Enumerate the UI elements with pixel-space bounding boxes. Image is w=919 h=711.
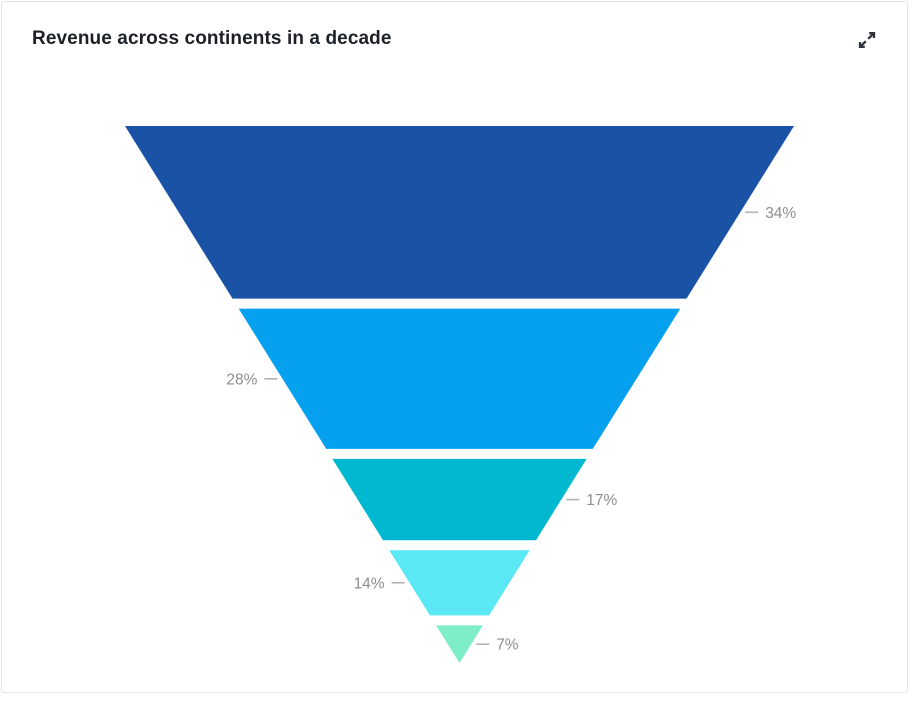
funnel-label: 17% bbox=[586, 492, 617, 509]
expand-button[interactable] bbox=[851, 24, 883, 56]
funnel-label: 7% bbox=[496, 637, 519, 654]
funnel-label: 28% bbox=[226, 371, 257, 388]
funnel-labels: 34% 28% 17% 14% 7% bbox=[226, 205, 796, 654]
chart-title: Revenue across continents in a decade bbox=[32, 28, 392, 49]
expand-icon bbox=[858, 32, 876, 48]
funnel-segments bbox=[125, 126, 794, 663]
chart-card: Revenue across continents in a decade 34… bbox=[1, 1, 908, 693]
funnel-chart: 34% 28% 17% 14% 7% bbox=[125, 126, 796, 663]
funnel-segment-1[interactable] bbox=[125, 126, 794, 299]
funnel-segment-5[interactable] bbox=[436, 625, 483, 663]
funnel-segment-4[interactable] bbox=[389, 550, 530, 616]
funnel-label: 34% bbox=[765, 205, 796, 222]
funnel-label: 14% bbox=[354, 575, 385, 592]
funnel-segment-3[interactable] bbox=[332, 458, 587, 541]
funnel-segment-2[interactable] bbox=[238, 308, 681, 449]
